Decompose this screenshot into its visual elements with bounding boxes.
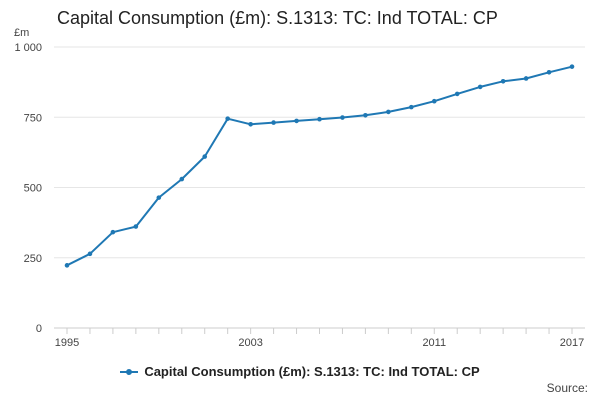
data-point[interactable]	[87, 251, 93, 257]
data-point[interactable]	[179, 176, 185, 182]
y-axis-unit-label: £m	[14, 27, 30, 39]
series-line	[66, 65, 573, 267]
x-tick-label: 2003	[238, 337, 262, 349]
data-point[interactable]	[386, 109, 391, 115]
y-tick-label: 750	[24, 112, 42, 124]
data-point[interactable]	[133, 224, 139, 229]
chart-title: Capital Consumption (£m): S.1313: TC: In…	[57, 8, 498, 28]
data-point[interactable]	[477, 84, 483, 90]
data-point[interactable]	[363, 112, 368, 118]
data-point[interactable]	[500, 78, 506, 84]
data-point[interactable]	[156, 195, 162, 200]
x-tick-label: 2017	[560, 337, 584, 349]
axes	[54, 327, 585, 334]
data-point[interactable]	[271, 120, 276, 125]
y-tick-label: 500	[24, 183, 42, 195]
x-tick-label: 2011	[422, 337, 446, 349]
source-label: Source:	[546, 381, 588, 395]
data-point[interactable]	[454, 91, 460, 97]
data-point[interactable]	[569, 64, 575, 69]
data-point[interactable]	[110, 229, 116, 235]
y-tick-label: 0	[36, 323, 42, 335]
y-tick-label: 1 000	[14, 42, 42, 54]
data-point[interactable]	[294, 118, 299, 124]
x-tick-label: 1995	[55, 337, 79, 349]
data-point[interactable]	[431, 98, 437, 104]
data-point[interactable]	[64, 263, 70, 268]
y-tick-label: 250	[24, 253, 42, 265]
legend[interactable]: Capital Consumption (£m): S.1313: TC: In…	[0, 364, 600, 379]
data-series	[64, 64, 575, 268]
data-point[interactable]	[317, 116, 322, 122]
data-point[interactable]	[409, 104, 414, 110]
data-point[interactable]	[340, 115, 345, 120]
data-point[interactable]	[546, 69, 552, 75]
legend-line-marker-icon	[120, 367, 139, 377]
data-point[interactable]	[523, 76, 529, 81]
data-point[interactable]	[248, 121, 253, 127]
legend-label: Capital Consumption (£m): S.1313: TC: In…	[144, 364, 480, 379]
tick-labels: 0 250 500 750 1 000 1995 2003 2011 2017	[14, 42, 584, 349]
data-point[interactable]	[202, 154, 208, 159]
data-point[interactable]	[225, 116, 230, 121]
